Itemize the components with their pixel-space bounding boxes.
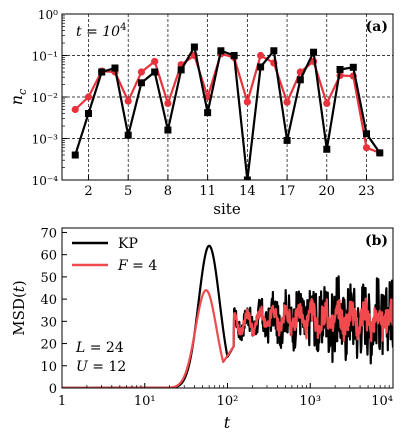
y-tick-label: 70 — [40, 226, 57, 241]
data-point — [71, 151, 79, 159]
panel-a-ticks: 2 5 8 11 14 17 20 23 10⁰ 10⁻¹ 10⁻² 10⁻³ 10⁻⁴ — [32, 8, 375, 199]
x-tick-label: 1 — [58, 394, 66, 409]
x-tick-label: 5 — [124, 184, 132, 199]
x-tick-label: 17 — [279, 184, 296, 199]
data-point — [296, 76, 304, 84]
x-tick-label: 10² — [217, 394, 239, 409]
data-point — [283, 98, 291, 106]
data-point — [98, 68, 106, 76]
x-tick-label: 14 — [239, 184, 256, 199]
legend-label-kp: KP — [118, 236, 138, 252]
y-tick-label: 30 — [40, 315, 57, 330]
x-tick-label: 10³ — [299, 394, 321, 409]
x-tick-label: 8 — [164, 184, 172, 199]
data-point — [363, 130, 371, 138]
panel-b-annotation-L: L = 24 — [75, 340, 124, 356]
data-point — [151, 68, 159, 76]
y-tick-label: 50 — [40, 271, 57, 286]
data-point — [190, 43, 198, 51]
x-tick-label: 20 — [319, 184, 336, 199]
panel-b-label: (b) — [365, 233, 388, 249]
data-point — [164, 99, 172, 108]
panel-a-ylabel: nc — [7, 89, 29, 105]
x-tick-label: 2 — [84, 184, 92, 199]
data-point — [257, 63, 265, 71]
panel-a: 2 5 8 11 14 17 20 23 10⁰ 10⁻¹ 10⁻² 10⁻³ 10⁻⁴ (a) t =… — [7, 8, 394, 218]
panel-a-xlabel: site — [213, 200, 241, 218]
data-point — [310, 48, 318, 56]
panel-b-ylabel: MSD(t) — [10, 280, 28, 335]
panel-b-ticks: 0 10 20 30 40 50 60 70 1 10¹ 10² 10³ 10⁴ — [40, 226, 394, 409]
y-tick-label: 60 — [40, 249, 57, 264]
y-tick-label: 10⁻³ — [32, 133, 59, 147]
panel-b-xlabel: t — [224, 413, 231, 432]
y-tick-label: 10⁻⁴ — [32, 174, 59, 188]
panel-a-series-1 — [71, 43, 384, 180]
data-point — [124, 131, 132, 139]
y-tick-label: 10⁻¹ — [32, 50, 58, 64]
data-point — [71, 105, 79, 114]
data-point — [137, 79, 145, 87]
data-point — [151, 57, 159, 66]
data-point — [376, 149, 384, 157]
panel-b-annotation-U: U = 12 — [76, 359, 126, 375]
data-point — [323, 99, 331, 108]
data-point — [177, 66, 185, 74]
data-point — [349, 63, 357, 71]
x-tick-label: 10¹ — [134, 394, 156, 409]
data-point — [164, 126, 172, 134]
y-tick-label: 40 — [40, 293, 57, 308]
data-point — [111, 64, 119, 72]
data-point — [336, 65, 344, 73]
data-point — [270, 47, 278, 55]
panel-a-time-annotation: t = 104 — [76, 22, 126, 40]
x-tick-label: 23 — [358, 184, 375, 199]
series-line — [74, 52, 381, 154]
data-point — [323, 145, 331, 153]
data-point — [257, 51, 265, 60]
y-tick-label: 0 — [49, 382, 57, 397]
y-tick-label: 20 — [40, 338, 57, 353]
data-point — [84, 110, 92, 118]
x-tick-label: 11 — [199, 184, 216, 199]
data-point — [362, 144, 371, 152]
data-point — [283, 136, 291, 144]
data-point — [204, 109, 212, 117]
x-tick-label: 10⁴ — [371, 394, 393, 409]
panel-a-series — [71, 43, 384, 180]
y-tick-label: 10 — [40, 360, 57, 375]
data-point — [243, 98, 251, 106]
legend-label-f4: F = 4 — [117, 258, 157, 274]
data-point — [124, 97, 132, 105]
data-point — [217, 47, 225, 55]
data-point — [137, 68, 146, 76]
data-point — [230, 52, 238, 59]
y-tick-label: 10⁰ — [38, 8, 58, 22]
series-line — [74, 43, 381, 180]
panel-b: 0 10 20 30 40 50 60 70 1 10¹ 10² 10³ 10⁴ (b) KP F = … — [10, 226, 394, 432]
panel-b-legend: KP F = 4 — [72, 236, 157, 274]
data-point — [84, 93, 93, 101]
y-tick-label: 10⁻² — [32, 91, 59, 105]
panel-a-label: (a) — [366, 19, 388, 35]
